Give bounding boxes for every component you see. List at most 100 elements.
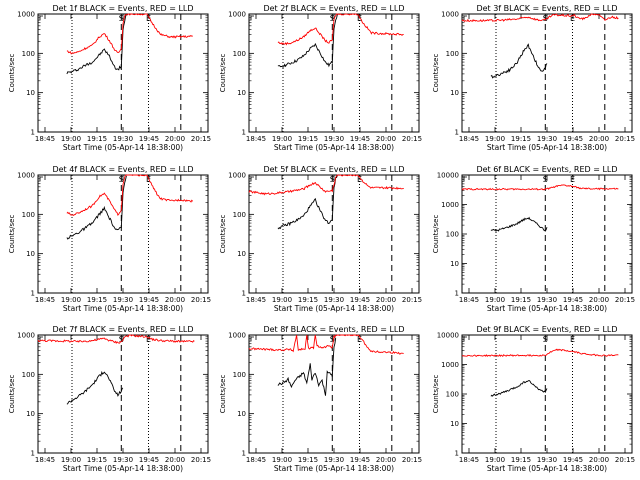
x-tick-label: 19:00: [61, 456, 81, 464]
corner-mark: [250, 336, 254, 341]
x-tick-label: 19:15: [87, 135, 107, 143]
x-tick-label: 19:15: [298, 296, 318, 304]
x-axis-label: Start Time (05-Apr-14 18:38:00): [487, 143, 607, 152]
corner-mark: [463, 336, 467, 341]
y-axis-label: Counts/sec: [432, 375, 440, 414]
x-tick-label: 19:15: [511, 456, 531, 464]
y-axis-label: Counts/sec: [219, 375, 227, 414]
marker-label: S: [119, 335, 124, 344]
series-events-line: [66, 175, 127, 240]
series-events-line: [277, 337, 337, 396]
series-events-line: [66, 14, 127, 75]
marker-label: E: [570, 335, 575, 344]
corner-mark: [463, 176, 467, 181]
x-tick-label: 19:45: [563, 135, 583, 143]
y-tick-label: 1000: [228, 332, 246, 340]
x-axis-label: Start Time (05-Apr-14 18:38:00): [274, 464, 394, 473]
y-tick-label: 1: [242, 290, 246, 298]
x-tick-label: 18:45: [35, 296, 55, 304]
x-tick-label: 18:45: [246, 456, 266, 464]
x-tick-label: 20:15: [191, 456, 211, 464]
marker-label: E: [357, 14, 362, 23]
x-tick-label: 19:00: [485, 135, 505, 143]
y-tick-label: 100: [446, 391, 459, 399]
x-tick-label: 19:30: [113, 296, 133, 304]
series-events-line: [490, 43, 548, 79]
series-events-line: [490, 216, 548, 232]
panel-9: Det 9f BLACK = Events, RED = LLD 1 10 100 10…: [432, 325, 635, 473]
panel-title: Det 3f BLACK = Events, RED = LLD: [476, 4, 617, 13]
plot-frame: [461, 334, 633, 454]
x-tick-label: 19:45: [139, 456, 159, 464]
x-tick-label: 18:45: [35, 456, 55, 464]
marker-label: S: [119, 14, 124, 23]
x-axis-label: Start Time (05-Apr-14 18:38:00): [63, 464, 183, 473]
series-lld-line: [66, 13, 193, 55]
x-tick-label: 19:00: [485, 296, 505, 304]
series-lld-line: [461, 13, 619, 23]
x-tick-label: 18:45: [246, 135, 266, 143]
series-lld-line: [461, 348, 619, 357]
x-tick-label: 19:15: [298, 456, 318, 464]
y-tick-label: 1000: [441, 361, 459, 369]
x-tick-label: 20:00: [589, 135, 609, 143]
panel-5: Det 5f BLACK = Events, RED = LLD 1 10 100 10…: [219, 165, 422, 313]
panel-title: Det 2f BLACK = Events, RED = LLD: [263, 4, 404, 13]
panel-8: Det 8f BLACK = Events, RED = LLD 1 10 100 10…: [219, 325, 422, 473]
series-lld-line: [277, 13, 404, 46]
y-tick-label: 10: [237, 410, 246, 418]
x-tick-label: 19:00: [61, 135, 81, 143]
y-tick-label: 1000: [441, 201, 459, 209]
series-events-line: [277, 14, 338, 68]
y-tick-label: 1000: [17, 332, 35, 340]
x-tick-label: 18:45: [459, 296, 479, 304]
x-axis-label: Start Time (05-Apr-14 18:38:00): [274, 143, 394, 152]
marker-label: E: [570, 14, 575, 23]
panel-4: Det 4f BLACK = Events, RED = LLD 1 10 100 10…: [8, 165, 211, 313]
series-events-line: [66, 370, 124, 405]
x-tick-label: 20:00: [165, 456, 185, 464]
panel-title: Det 9f BLACK = Events, RED = LLD: [476, 325, 617, 334]
y-tick-label: 100: [233, 211, 246, 219]
y-tick-label: 100: [22, 211, 35, 219]
panel-title: Det 1f BLACK = Events, RED = LLD: [52, 4, 193, 13]
panel-title: Det 7f BLACK = Events, RED = LLD: [52, 325, 193, 334]
y-axis-label: Counts/sec: [432, 54, 440, 93]
x-tick-label: 19:00: [272, 296, 292, 304]
x-tick-label: 20:15: [402, 456, 422, 464]
x-tick-label: 20:00: [165, 296, 185, 304]
y-tick-label: 1: [242, 129, 246, 137]
x-tick-label: 19:30: [537, 456, 557, 464]
y-tick-label: 10000: [437, 172, 459, 180]
y-tick-label: 10: [26, 89, 35, 97]
plot-frame: [461, 174, 633, 294]
x-tick-label: 19:15: [298, 135, 318, 143]
series-events-line: [490, 379, 548, 397]
corner-mark: [250, 176, 254, 181]
x-tick-label: 19:45: [563, 296, 583, 304]
y-tick-label: 10: [450, 420, 459, 428]
x-tick-label: 20:15: [402, 135, 422, 143]
marker-label: E: [357, 335, 362, 344]
x-tick-label: 20:00: [589, 296, 609, 304]
x-tick-label: 20:15: [615, 135, 635, 143]
y-tick-label: 10: [237, 89, 246, 97]
panel-3: Det 3f BLACK = Events, RED = LLD 1 10 100 10…: [432, 4, 635, 152]
marker-label: S: [330, 175, 335, 184]
x-tick-label: 20:15: [191, 296, 211, 304]
y-tick-label: 10000: [437, 332, 459, 340]
panel-title: Det 4f BLACK = Events, RED = LLD: [52, 165, 193, 174]
panel-7: Det 7f BLACK = Events, RED = LLD 1 10 100 10…: [8, 325, 211, 473]
marker-label: E: [146, 175, 151, 184]
corner-mark: [39, 176, 43, 181]
x-tick-label: 20:15: [615, 296, 635, 304]
x-tick-label: 19:45: [350, 135, 370, 143]
y-tick-label: 1000: [17, 172, 35, 180]
y-tick-label: 1: [455, 129, 459, 137]
x-tick-label: 19:45: [139, 296, 159, 304]
series-lld-line: [461, 184, 619, 191]
x-tick-label: 19:30: [113, 456, 133, 464]
x-tick-label: 20:15: [191, 135, 211, 143]
series-lld-line: [66, 174, 194, 216]
panel-6: Det 6f BLACK = Events, RED = LLD 1 10 100 10…: [432, 165, 635, 313]
